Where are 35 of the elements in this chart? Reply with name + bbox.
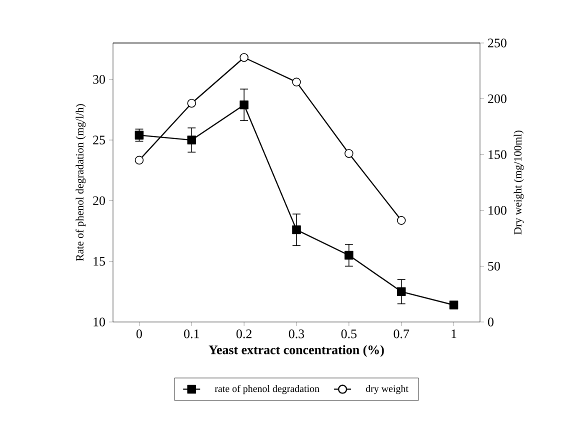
point — [240, 100, 248, 110]
x-tick-label: 0.2 — [236, 329, 252, 338]
y2-tick-label: 100 — [488, 206, 506, 215]
y-tick-label: 25 — [93, 136, 105, 144]
point — [187, 136, 196, 144]
point — [396, 287, 406, 296]
y-tick-label: 20 — [93, 196, 106, 206]
x-tick-label: 0.3 — [288, 329, 304, 338]
point — [292, 225, 301, 234]
x-tick-label: 0.5 — [341, 329, 357, 338]
y2-tick-label: 200 — [488, 94, 506, 104]
y-axis-title: Rate of phenol degradation (mg/l/h) — [76, 104, 86, 261]
legend-label: rate of phenol degradation — [214, 384, 320, 394]
point — [344, 149, 354, 158]
y-tick-label: 10 — [94, 318, 106, 326]
point — [187, 98, 196, 108]
y-tick-label: 30 — [93, 75, 106, 84]
x-tick-label: 0.7 — [394, 329, 410, 338]
y2-tick-label: 150 — [488, 150, 506, 159]
point — [134, 156, 144, 165]
point — [344, 250, 354, 260]
point — [240, 53, 248, 62]
y2-tick-label: 0 — [488, 318, 494, 326]
point — [292, 78, 301, 86]
x-tick-label: 0.1 — [184, 329, 199, 338]
x-tick-label: 0 — [136, 329, 142, 338]
x-tick-label: 1 — [452, 329, 456, 338]
y-tick-label: 15 — [94, 257, 105, 266]
point — [449, 300, 458, 310]
y2-tick-label: 50 — [488, 262, 500, 271]
y2-axis-title: Dry weight (mg/100ml) — [514, 130, 524, 235]
legend-label: dry weight — [366, 385, 408, 394]
point — [396, 216, 406, 225]
y2-tick-label: 250 — [488, 38, 506, 48]
x-axis-title: Yeast extract concentration (%) — [208, 345, 384, 357]
